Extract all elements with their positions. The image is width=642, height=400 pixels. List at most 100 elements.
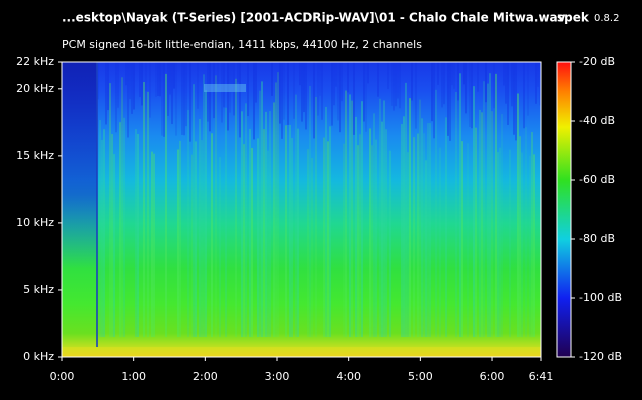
spectrogram-streak xyxy=(323,137,325,337)
spectrogram-streak xyxy=(165,73,167,338)
spectrogram-streak xyxy=(495,73,497,337)
spectrogram-streak xyxy=(407,152,409,337)
spectrogram-streak xyxy=(381,121,383,337)
colorbar-frame xyxy=(556,61,572,358)
spectrogram-streak xyxy=(353,62,355,135)
spectrogram-streak xyxy=(103,129,105,337)
spectrogram-streak xyxy=(355,116,357,338)
x-tick-label: 4:00 xyxy=(336,370,361,383)
spectrogram-streak xyxy=(231,62,233,93)
spectrogram-streak xyxy=(471,62,473,129)
spectrogram-streak xyxy=(455,91,457,338)
spectrogram-streak xyxy=(499,147,501,337)
spectrogram-streak xyxy=(395,62,397,107)
spectrogram-streak xyxy=(449,62,451,141)
y-tick-label: 5 kHz xyxy=(23,283,54,296)
spectrogram-streak xyxy=(155,62,157,97)
spectrogram-streak xyxy=(193,84,195,337)
spectrogram-streak xyxy=(221,62,223,123)
spectrogram xyxy=(62,62,541,357)
spectrogram-streak xyxy=(343,143,345,337)
spectrogram-streak xyxy=(167,62,169,116)
spectrogram-streak xyxy=(177,149,179,337)
spectrogram-streak xyxy=(287,62,289,125)
spectrogram-streak xyxy=(375,139,377,337)
spectrogram-streak xyxy=(105,62,107,125)
x-tick-label: 2:00 xyxy=(193,370,218,383)
spectrogram-streak xyxy=(529,155,531,337)
spectrogram-streak xyxy=(255,62,257,103)
spectrogram-streak xyxy=(515,62,517,141)
spectrogram-streak xyxy=(159,62,161,97)
spectrogram-streak xyxy=(241,111,243,337)
spectrogram-streak xyxy=(291,138,293,337)
spectrogram-streak xyxy=(141,62,143,106)
spectrogram-streak xyxy=(531,132,533,337)
spectrogram-streak xyxy=(139,62,141,98)
spectrogram-streak xyxy=(327,141,329,337)
x-tick-label: 3:00 xyxy=(265,370,290,383)
spectrogram-streak xyxy=(479,109,481,337)
spectrogram-streak xyxy=(445,117,447,337)
spectrogram-streak xyxy=(293,62,295,119)
spectrogram-streak xyxy=(329,126,331,337)
spectrogram-streak xyxy=(133,62,135,110)
y-tick-label: 20 kHz xyxy=(16,82,54,95)
spectrogram-streak xyxy=(339,62,341,133)
spectrogram-streak xyxy=(459,73,461,337)
spectrogram-streak xyxy=(525,127,527,337)
spectrogram-streak xyxy=(127,62,129,138)
spectrogram-streak xyxy=(315,96,317,337)
spectrogram-streak xyxy=(245,103,247,337)
spectrogram-streak xyxy=(345,90,347,337)
spectrogram-streak xyxy=(427,123,429,337)
spectrogram-streak xyxy=(511,62,513,107)
spectrogram-streak xyxy=(263,129,265,337)
spectrogram-streak xyxy=(149,62,151,118)
spectrogram-streak xyxy=(265,111,267,338)
spectrogram-streak xyxy=(365,62,367,132)
colorbar-tick-label: -80 dB xyxy=(579,232,615,245)
colorbar-tick-label: -120 dB xyxy=(579,350,622,363)
spectrogram-band xyxy=(204,84,246,92)
spectrogram-streak xyxy=(493,62,495,109)
spectrogram-streak xyxy=(369,128,371,337)
spectrogram-streak xyxy=(277,72,279,337)
spectrogram-streak xyxy=(129,62,131,100)
spectrogram-streak xyxy=(171,62,173,125)
colorbar-tick-label: -20 dB xyxy=(579,55,615,68)
spectrogram-streak xyxy=(259,90,261,337)
spectrogram-streak xyxy=(467,143,469,337)
x-tick-label: 6:00 xyxy=(480,370,505,383)
spectrogram-streak xyxy=(359,134,361,337)
spectrogram-streak xyxy=(117,62,119,108)
spectrogram-streak xyxy=(269,111,271,337)
spectrogram-band xyxy=(62,347,541,357)
spectrogram-streak xyxy=(363,62,365,122)
spectrogram-streak xyxy=(487,83,489,337)
spectrogram-streak xyxy=(107,62,109,111)
spectrogram-image xyxy=(62,62,541,357)
spectrogram-streak xyxy=(337,62,339,121)
spectrogram-streak xyxy=(411,62,413,101)
spectrogram-streak xyxy=(197,62,199,109)
file-title: ...esktop\Nayak (T-Series) [2001-ACDRip-… xyxy=(62,11,566,25)
spectrogram-streak xyxy=(251,148,253,337)
spectrogram-streak xyxy=(285,125,287,337)
colorbar xyxy=(557,62,571,357)
spectrogram-streak xyxy=(261,81,263,338)
spectrogram-streak xyxy=(111,133,113,337)
spectrogram-streak xyxy=(307,149,309,337)
spectrogram-streak xyxy=(301,62,303,122)
spectrogram-streak xyxy=(195,141,197,337)
spectrogram-streak xyxy=(225,107,227,338)
spectrogram-streak xyxy=(441,62,443,108)
spectrogram-streak xyxy=(523,62,525,129)
spectrogram-streak xyxy=(509,149,511,337)
spectrogram-streak xyxy=(239,62,241,138)
spectrogram-streak xyxy=(421,118,423,337)
spectrogram-streak xyxy=(209,62,211,132)
spectrogram-streak xyxy=(405,82,407,338)
app-name: spek xyxy=(557,11,590,25)
spectrogram-streak xyxy=(537,62,539,87)
